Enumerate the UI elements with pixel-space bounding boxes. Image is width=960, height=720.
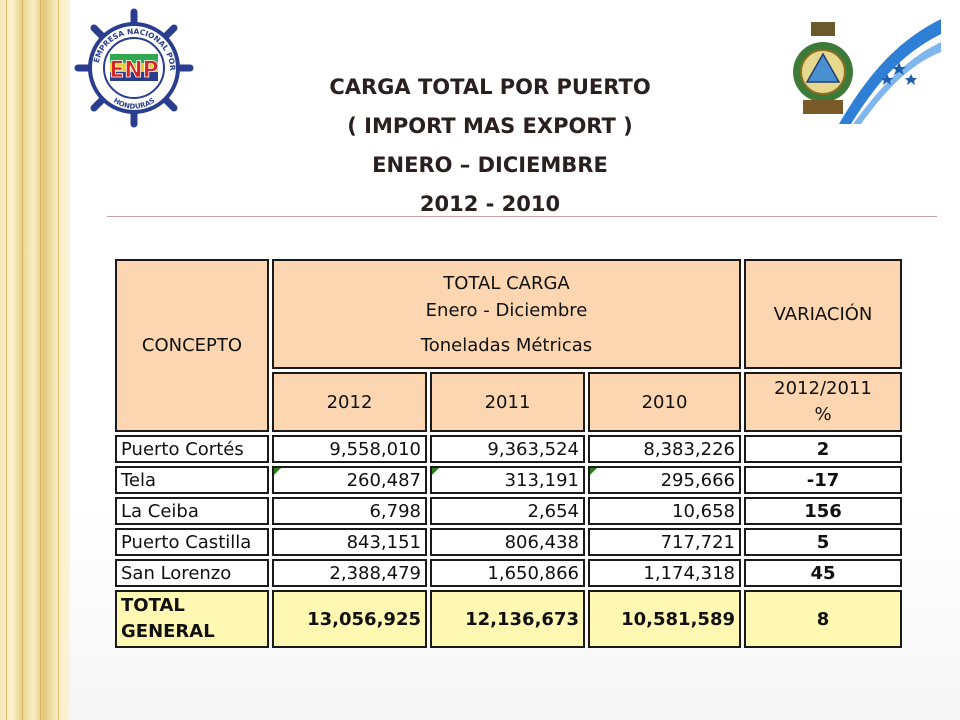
table-row: Tela 260,487 313,191 295,666 -17 (115, 466, 902, 494)
row-2012: 260,487 (272, 466, 427, 494)
row-2011: 806,438 (430, 528, 585, 556)
total-carga-header: TOTAL CARGA Enero - Diciembre Toneladas … (272, 259, 741, 369)
row-2010: 295,666 (588, 466, 741, 494)
row-variation: 156 (744, 497, 902, 525)
left-decorative-band (0, 0, 70, 720)
row-2010: 8,383,226 (588, 435, 741, 463)
row-variation: 5 (744, 528, 902, 556)
table-row: La Ceiba 6,798 2,654 10,658 156 (115, 497, 902, 525)
year-2012-header: 2012 (272, 372, 427, 432)
total-2010: 10,581,589 (588, 590, 741, 648)
total-2011: 12,136,673 (430, 590, 585, 648)
row-concept: San Lorenzo (115, 559, 269, 587)
row-2010: 717,721 (588, 528, 741, 556)
total-row: TOTAL GENERAL 13,056,925 12,136,673 10,5… (115, 590, 902, 648)
table-row: Puerto Cortés 9,558,010 9,363,524 8,383,… (115, 435, 902, 463)
title-line-3: ENERO – DICIEMBRE (372, 153, 608, 177)
variation-period: 2012/2011 (774, 378, 872, 399)
row-2011: 1,650,866 (430, 559, 585, 587)
row-variation: 45 (744, 559, 902, 587)
total-label: TOTAL GENERAL (115, 590, 269, 648)
group-header-line-2: Enero - Diciembre (425, 299, 588, 321)
title-line-2: ( IMPORT MAS EXPORT ) (347, 114, 633, 138)
row-concept: Puerto Castilla (115, 528, 269, 556)
row-2011: 9,363,524 (430, 435, 585, 463)
table-row: San Lorenzo 2,388,479 1,650,866 1,174,31… (115, 559, 902, 587)
row-2012: 2,388,479 (272, 559, 427, 587)
row-concept: La Ceiba (115, 497, 269, 525)
row-2011: 313,191 (430, 466, 585, 494)
variation-header-label: VARIACIÓN (773, 303, 873, 325)
row-concept: Puerto Cortés (115, 435, 269, 463)
total-label-line-2: GENERAL (121, 621, 215, 642)
group-header-line-1: TOTAL CARGA (443, 272, 570, 294)
row-2012: 9,558,010 (272, 435, 427, 463)
concept-header-label: CONCEPTO (141, 335, 243, 356)
title-line-4: 2012 - 2010 (419, 192, 561, 216)
logo-initials: ENP (109, 58, 159, 83)
total-label-line-1: TOTAL (121, 595, 185, 616)
title-divider (107, 216, 937, 217)
row-2012: 843,151 (272, 528, 427, 556)
variation-unit: % (814, 404, 832, 425)
enp-logo: EMPRESA NACIONAL PORTUARIA HONDURAS ENP (74, 8, 194, 128)
row-variation: -17 (744, 466, 902, 494)
row-2011: 2,654 (430, 497, 585, 525)
row-2010: 1,174,318 (588, 559, 741, 587)
year-2010-header: 2010 (588, 372, 741, 432)
honduras-emblem-logo (781, 14, 941, 124)
variation-sub-header: 2012/2011 % (744, 372, 902, 432)
concept-header: CONCEPTO (115, 259, 269, 432)
group-header-line-3: Toneladas Métricas (420, 334, 593, 356)
variation-header: VARIACIÓN (744, 259, 902, 369)
table-row: Puerto Castilla 843,151 806,438 717,721 … (115, 528, 902, 556)
total-2012: 13,056,925 (272, 590, 427, 648)
cargo-table: CONCEPTO TOTAL CARGA Enero - Diciembre T… (112, 256, 905, 651)
row-2010: 10,658 (588, 497, 741, 525)
row-concept: Tela (115, 466, 269, 494)
row-2012: 6,798 (272, 497, 427, 525)
total-variation: 8 (744, 590, 902, 648)
title-line-1: CARGA TOTAL POR PUERTO (329, 75, 651, 99)
year-2011-header: 2011 (430, 372, 585, 432)
row-variation: 2 (744, 435, 902, 463)
